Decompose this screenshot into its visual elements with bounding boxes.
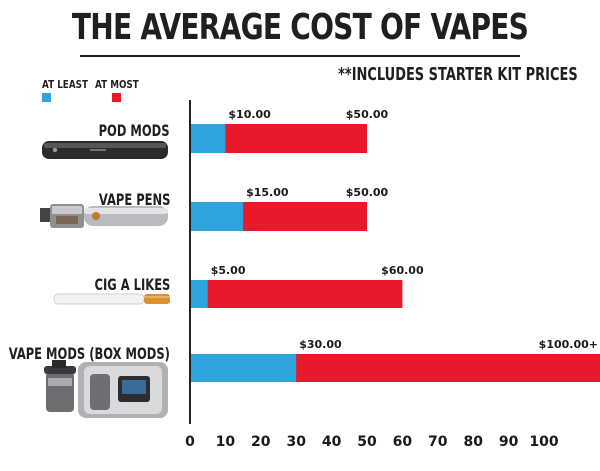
legend-swatch-at-least (42, 93, 51, 102)
x-tick-label-90: 90 (499, 434, 519, 450)
bar-at-least-vape-pens (190, 202, 244, 231)
category-label-vape-mods: VAPE MODS (BOX MODS) (8, 344, 170, 363)
x-tick-label-60: 60 (393, 434, 413, 450)
data-label-at-most-pod-mods: $50.00 (346, 108, 389, 121)
bar-at-least-cig-a-likes (190, 280, 208, 308)
category-label-pod-mods: POD MODS (99, 121, 170, 140)
legend-swatch-at-most (112, 93, 121, 102)
legend-label-at-least: AT LEAST (42, 78, 88, 91)
x-tick-label-50: 50 (357, 434, 377, 450)
chart-title: THE AVERAGE COST OF VAPES (71, 7, 529, 48)
legend-label-at-most: AT MOST (95, 78, 139, 91)
data-label-at-most-vape-mods-box-mods: $100.00+ (539, 338, 598, 351)
data-label-at-most-vape-pens: $50.00 (346, 186, 389, 199)
data-label-at-least-vape-mods-box-mods: $30.00 (299, 338, 342, 351)
x-tick-label-70: 70 (428, 434, 448, 450)
bar-at-least-vape-mods-box-mods (190, 354, 297, 382)
vape-pen-device-icon (40, 204, 168, 228)
data-label-at-most-cig-a-likes: $60.00 (381, 264, 424, 277)
pod-mod-device-icon (42, 141, 168, 159)
starter-kit-note: **INCLUDES STARTER KIT PRICES (338, 64, 578, 85)
data-label-at-least-pod-mods: $10.00 (228, 108, 271, 121)
box-mod-device-icon (44, 360, 168, 418)
data-label-at-least-vape-pens: $15.00 (246, 186, 289, 199)
x-tick-label-80: 80 (463, 434, 483, 450)
data-label-at-least-cig-a-likes: $5.00 (211, 264, 246, 277)
category-label-cig-a-likes: CIG A LIKES (94, 275, 170, 294)
x-tick-label-20: 20 (251, 434, 271, 450)
bar-at-least-pod-mods (190, 124, 226, 153)
x-tick-label-40: 40 (322, 434, 342, 450)
title-underline (80, 55, 520, 57)
x-tick-label-30: 30 (286, 434, 306, 450)
cigalike-device-icon (53, 293, 170, 305)
category-label-vape-pens: VAPE PENS (98, 190, 170, 209)
x-tick-label-0: 0 (185, 434, 195, 450)
x-tick-label-100: 100 (529, 434, 558, 450)
bar-at-most-cig-a-likes (190, 280, 403, 308)
x-tick-label-10: 10 (216, 434, 236, 450)
